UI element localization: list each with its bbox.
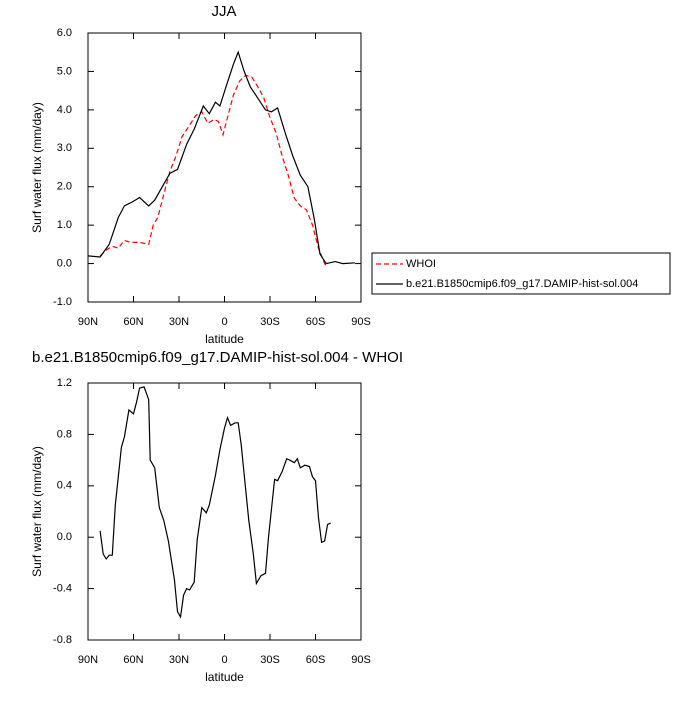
x-tick-label: 60N	[123, 654, 143, 666]
legend-label: WHOI	[406, 258, 436, 270]
x-tick-label: 90N	[78, 654, 98, 666]
legend-label: b.e21.B1850cmip6.f09_g17.DAMIP-hist-sol.…	[406, 278, 638, 290]
y-tick-label: 2.0	[57, 181, 72, 193]
x-tick-label: 60N	[123, 316, 143, 328]
y-axis-label: Surf water flux (mm/day)	[30, 446, 44, 577]
x-tick-label: 90N	[78, 316, 98, 328]
x-tick-label: 30N	[169, 316, 189, 328]
y-tick-label: 3.0	[57, 142, 72, 154]
x-tick-label: 30S	[260, 654, 280, 666]
x-tick-label: 0	[221, 654, 227, 666]
series-line	[99, 74, 329, 268]
series-line	[87, 50, 355, 265]
x-tick-label: 90S	[351, 654, 371, 666]
plot-frame	[87, 382, 362, 641]
x-axis-label: latitude	[205, 670, 244, 684]
x-tick-label: 30S	[260, 316, 280, 328]
x-tick-label: 30N	[169, 654, 189, 666]
x-axis-label: latitude	[205, 332, 244, 346]
y-tick-label: 0.4	[57, 480, 72, 492]
y-tick-label: 4.0	[57, 104, 72, 116]
y-tick-label: 0.0	[57, 257, 72, 269]
y-tick-label: 1.0	[57, 219, 72, 231]
chart-title: b.e21.B1850cmip6.f09_g17.DAMIP-hist-sol.…	[32, 349, 403, 366]
x-tick-label: 0	[221, 316, 227, 328]
y-tick-label: 5.0	[57, 65, 72, 77]
y-tick-label: 1.2	[57, 377, 72, 389]
y-tick-label: 0.8	[57, 428, 72, 440]
y-tick-label: 0.0	[57, 531, 72, 543]
y-tick-label: -0.4	[53, 583, 72, 595]
chart-title: JJA	[211, 3, 236, 20]
legend-box	[371, 252, 671, 295]
x-tick-label: 60S	[306, 316, 326, 328]
y-tick-label: -1.0	[53, 296, 72, 308]
y-axis-label: Surf water flux (mm/day)	[30, 102, 44, 233]
series-line	[99, 386, 331, 619]
x-tick-label: 90S	[351, 316, 371, 328]
x-tick-label: 60S	[306, 654, 326, 666]
y-tick-label: -0.8	[53, 634, 72, 646]
y-tick-label: 6.0	[57, 27, 72, 39]
plot-frame	[87, 32, 362, 303]
